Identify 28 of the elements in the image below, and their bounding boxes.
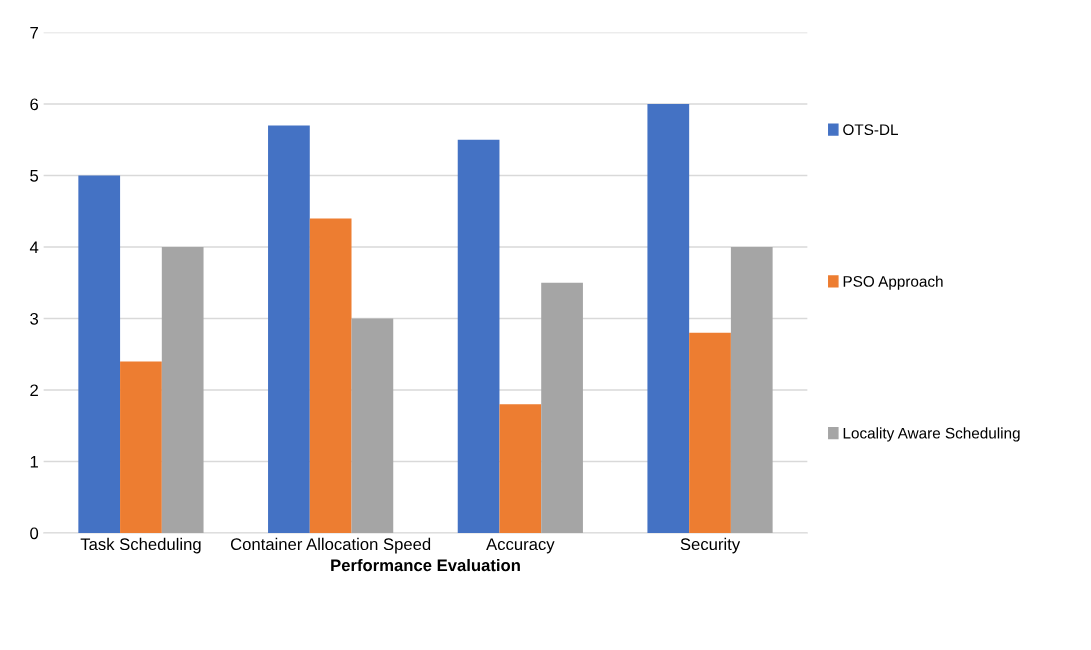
x-tick-label: Accuracy — [486, 538, 555, 554]
x-tick-label: Container Allocation Speed — [230, 537, 431, 554]
y-tick-label: 6 — [30, 98, 39, 111]
bar — [309, 218, 352, 533]
legend-label: Locality Aware Scheduling — [843, 427, 1020, 442]
y-tick-label: 4 — [29, 241, 39, 254]
bar — [499, 404, 542, 533]
bar — [120, 361, 162, 533]
x-tick-label: Security — [680, 537, 741, 554]
bar — [541, 282, 583, 533]
y-tick-label: 1 — [30, 456, 38, 468]
y-tick-label: 7 — [30, 27, 38, 39]
x-axis-title: Performance Evaluation — [331, 558, 520, 572]
y-tick-label: 5 — [30, 170, 39, 182]
bar — [689, 332, 731, 533]
x-tick-label: Task Scheduling — [80, 537, 201, 554]
y-tick-label: 2 — [30, 384, 38, 397]
bar — [161, 247, 204, 533]
bar — [268, 125, 310, 533]
bar — [78, 175, 121, 533]
y-tick-label: 3 — [30, 312, 39, 325]
legend-label: PSO Approach — [843, 275, 943, 290]
y-tick-label: 0 — [30, 527, 39, 540]
bar — [457, 139, 500, 533]
legend-label: OTS-DL — [843, 124, 898, 136]
bar — [647, 104, 690, 533]
bar — [351, 318, 394, 533]
bar — [730, 247, 773, 533]
